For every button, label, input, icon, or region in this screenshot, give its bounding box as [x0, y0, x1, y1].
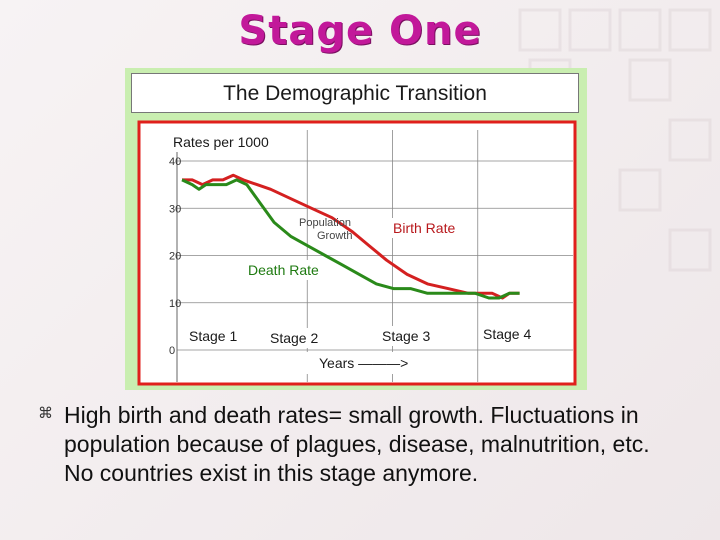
y-tick-label: 20: [169, 251, 181, 263]
population-growth-label-2: Growth: [317, 230, 352, 242]
stage-1-label: Stage 1: [189, 328, 237, 344]
ylabel-box: [169, 130, 291, 152]
population-growth-label-1: Population: [299, 217, 351, 229]
stage-3-label: Stage 3: [382, 328, 430, 344]
birth-rate-line: [182, 173, 520, 300]
bullet-text: High birth and death rates= small growth…: [64, 402, 650, 486]
stage-3-box: [377, 326, 443, 346]
stage-2-box: [265, 328, 325, 348]
y-tick-label: 30: [169, 203, 181, 215]
death-rate-line: [181, 178, 520, 300]
demographic-transition-figure: The Demographic Transition 0 10 20 30 40 Rat…: [125, 68, 587, 390]
chart-title: The Demographic Transition: [131, 73, 579, 113]
x-axis-label: Years ———>: [319, 355, 408, 371]
stage-4-label: Stage 4: [483, 326, 531, 342]
stage-1-box: [185, 326, 243, 346]
y-tick-label: 40: [169, 156, 181, 168]
birth-rate-label-box: [389, 218, 469, 238]
y-tick-label: 0: [169, 345, 175, 357]
stage-2-label: Stage 2: [270, 330, 318, 346]
y-tick-labels: 0 10 20 30 40: [169, 156, 181, 357]
series-lines: [181, 173, 520, 300]
birth-rate-label: Birth Rate: [393, 220, 455, 236]
xlabel-box: [285, 352, 471, 374]
grid: [176, 130, 573, 382]
command-icon: ⌘: [38, 404, 53, 422]
death-rate-label: Death Rate: [248, 262, 319, 278]
chart-svg: 0 10 20 30 40 Rates per 1000 Population Grow…: [137, 120, 577, 386]
y-axis-label: Rates per 1000: [173, 134, 269, 150]
slide-title: Stage One: [238, 8, 482, 54]
y-tick-label: 10: [169, 298, 181, 310]
stage-4-box: [479, 324, 541, 344]
death-rate-label-box: [244, 260, 330, 280]
